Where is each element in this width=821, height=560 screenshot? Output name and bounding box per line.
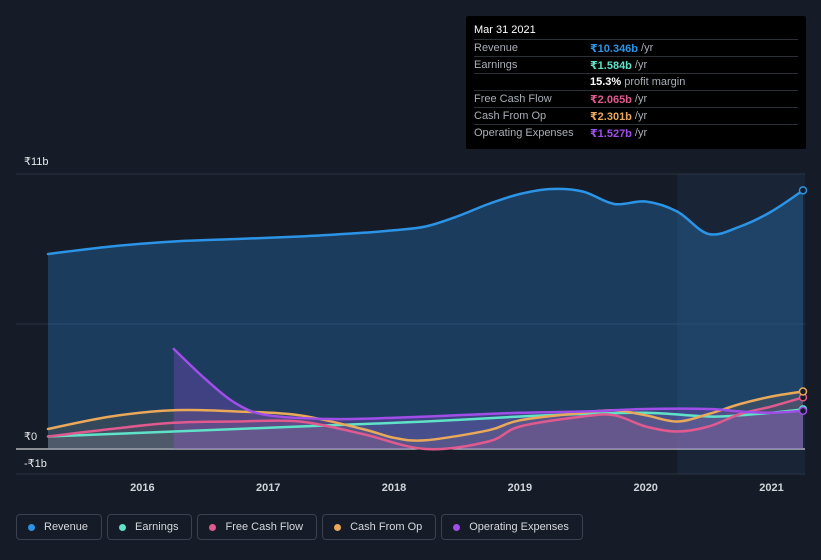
legend-dot <box>334 523 342 531</box>
area-free-cash-flow <box>48 397 803 450</box>
area-earnings <box>48 409 803 449</box>
x-tick-label: 2021 <box>759 482 783 494</box>
end-point-operating-expenses <box>798 406 808 416</box>
line-cash-from-op <box>46 390 805 442</box>
tooltip-row: Free Cash Flow ₹2.065b/yr <box>474 90 798 107</box>
legend-label: Revenue <box>44 521 89 533</box>
legend-label: Earnings <box>135 521 179 533</box>
legend-label: Free Cash Flow <box>225 521 304 533</box>
tooltip-row: Revenue ₹10.346b/yr <box>474 39 798 56</box>
tooltip-row-value: ₹10.346b <box>590 42 639 55</box>
x-tick-label: 2016 <box>130 482 154 494</box>
legend-item-free-cash-flow[interactable]: Free Cash Flow <box>197 514 318 540</box>
tooltip-row-name: Free Cash Flow <box>474 93 552 105</box>
tooltip-row: 15.3% profit margin <box>474 73 798 90</box>
x-tick-label: 2017 <box>256 482 280 494</box>
tooltip-row: Earnings ₹1.584b/yr <box>474 56 798 73</box>
tooltip: Mar 31 2021 Revenue ₹10.346b/yr Earnings ₹1… <box>466 16 806 149</box>
legend-dot <box>119 523 127 531</box>
legend-label: Cash From Op <box>350 521 423 533</box>
y-tick-label: ₹11b <box>24 156 49 168</box>
tooltip-row-unit: profit margin <box>624 76 686 88</box>
tooltip-row-value: ₹1.527b <box>590 127 632 140</box>
line-free-cash-flow <box>46 396 805 451</box>
tooltip-row-value: 15.3% <box>590 76 622 88</box>
tooltip-row-unit: /yr <box>634 127 648 139</box>
end-point-cash-from-op <box>798 387 808 396</box>
legend: Revenue Earnings Free Cash Flow Cash From O… <box>16 514 583 540</box>
legend-dot <box>209 523 217 531</box>
legend-item-revenue[interactable]: Revenue <box>16 514 103 540</box>
tooltip-row-value: ₹2.301b <box>590 110 632 123</box>
y-tick-label: -₹1b <box>24 458 47 470</box>
tooltip-row-unit: /yr <box>634 59 648 71</box>
y-tick-label: ₹0 <box>24 431 37 443</box>
area-cash-from-op <box>48 391 803 449</box>
tooltip-row-unit: /yr <box>641 42 654 54</box>
tooltip-row-value: ₹2.065b <box>590 93 632 106</box>
legend-dot <box>28 523 35 531</box>
line-revenue <box>46 187 805 256</box>
tooltip-row-name: Cash From Op <box>474 110 547 122</box>
tooltip-row: Cash From Op ₹2.301b/yr <box>474 107 798 124</box>
tooltip-row: Operating Expenses ₹1.527b/yr <box>474 124 798 141</box>
end-point-revenue <box>798 186 808 195</box>
tooltip-row-unit: /yr <box>634 93 648 105</box>
legend-dot <box>453 523 461 531</box>
x-tick-label: 2019 <box>508 482 532 494</box>
legend-item-cash-from-op[interactable]: Cash From Op <box>322 514 437 540</box>
legend-item-operating-expenses[interactable]: Operating Expenses <box>441 514 583 540</box>
legend-label: Operating Expenses <box>469 521 569 533</box>
x-tick-label: 2020 <box>633 482 657 494</box>
tooltip-row-value: ₹1.584b <box>590 59 632 72</box>
tooltip-date: Mar 31 2021 <box>474 24 536 36</box>
area-revenue <box>48 188 803 449</box>
tooltip-row-unit: /yr <box>634 110 648 122</box>
x-tick-label: 2018 <box>382 482 406 494</box>
tooltip-row-name: Operating Expenses <box>474 127 574 139</box>
tooltip-row-name: Revenue <box>474 42 519 54</box>
tooltip-row-name: Earnings <box>474 59 518 71</box>
line-operating-expenses <box>172 347 805 421</box>
area-operating-expenses <box>173 349 804 449</box>
legend-item-earnings[interactable]: Earnings <box>107 514 193 540</box>
